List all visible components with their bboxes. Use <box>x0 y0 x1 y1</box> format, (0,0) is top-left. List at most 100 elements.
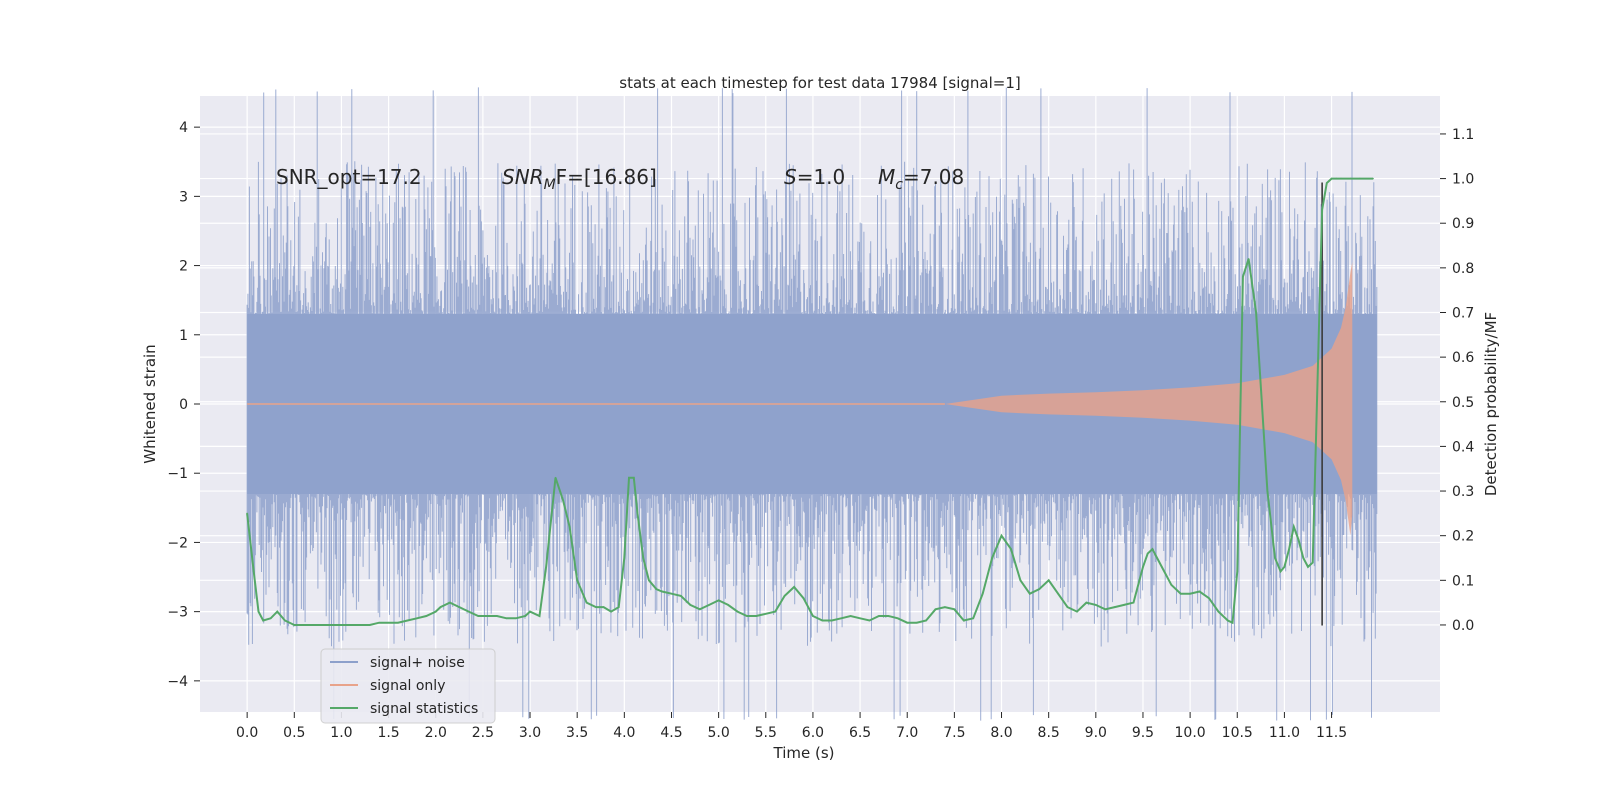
stat-point <box>915 621 918 624</box>
s-value: =1.0 <box>797 165 846 189</box>
x-tick-label: 4.5 <box>660 725 682 741</box>
stat-point <box>246 512 248 515</box>
s-symbol: S <box>784 165 797 189</box>
x-tick-label: 6.5 <box>849 725 871 741</box>
stat-point <box>633 476 635 479</box>
stat-point <box>1307 566 1309 568</box>
signal-only-series <box>247 262 1353 536</box>
x-tick-label: 0.5 <box>283 725 305 741</box>
legend-label-signal-statistics: signal statistics <box>370 701 478 717</box>
left-y-tick-label: −2 <box>167 535 188 551</box>
stat-point <box>1161 566 1163 568</box>
x-tick-label: 10.0 <box>1175 725 1206 741</box>
stat-point <box>576 579 578 582</box>
stat-point <box>1066 606 1069 608</box>
stat-point <box>425 615 428 617</box>
stat-point <box>906 621 908 624</box>
stat-point <box>1123 604 1125 606</box>
mc-symbol: M <box>878 165 895 189</box>
stat-point <box>1335 177 1338 180</box>
stat-point <box>812 615 814 617</box>
x-tick-label: 6.0 <box>802 725 824 741</box>
stat-point <box>991 557 993 559</box>
x-tick-label: 2.0 <box>425 725 447 741</box>
stat-point <box>293 624 296 626</box>
x-tick-label: 2.5 <box>472 725 494 741</box>
x-tick-label: 7.0 <box>896 725 918 741</box>
mc-value: =7.08 <box>903 165 964 189</box>
stat-point <box>524 615 527 617</box>
stat-point <box>727 604 729 606</box>
stat-point <box>636 512 639 515</box>
stat-point <box>1132 601 1135 604</box>
annotation-snr-mf: SNRMF=[16.86] <box>502 165 657 193</box>
signal-statistics-line <box>246 177 1373 626</box>
stat-point <box>699 608 701 611</box>
stat-point <box>1359 177 1361 180</box>
stat-point <box>545 566 547 568</box>
stat-point <box>397 621 399 624</box>
stat-point <box>1142 566 1144 568</box>
stat-point <box>1340 177 1342 180</box>
right-y-axis-label: Detection probability/MF <box>1482 312 1500 496</box>
x-tick-label: 8.0 <box>990 725 1012 741</box>
stat-point <box>416 617 418 620</box>
stat-point <box>387 621 390 624</box>
annotation-snr-opt: SNR_opt=17.2 <box>276 165 422 189</box>
stat-point <box>359 624 362 626</box>
left-y-axis-ticks: 4 3 2 1 0 −1 −2 −3 −4 <box>167 120 200 690</box>
annotation-s: S=1.0 <box>784 165 845 189</box>
stat-point <box>538 615 541 617</box>
stat-point <box>831 619 833 622</box>
right-y-tick-label: 1.0 <box>1452 172 1474 188</box>
stat-point <box>568 526 571 528</box>
stat-point <box>1283 566 1286 568</box>
stat-point <box>331 624 333 626</box>
stat-point <box>878 615 880 617</box>
left-y-tick-label: −1 <box>167 466 188 482</box>
right-y-tick-label: 0.1 <box>1452 573 1474 589</box>
stat-point <box>963 619 965 622</box>
stat-point <box>1146 552 1149 555</box>
stat-point <box>1038 588 1040 590</box>
stat-point <box>670 592 673 595</box>
stat-point <box>1057 592 1059 595</box>
left-y-tick-label: 4 <box>179 120 188 136</box>
stat-point <box>1113 606 1116 608</box>
x-axis-label: Time (s) <box>773 744 835 762</box>
annotation-mc: Mc=7.08 <box>878 165 964 193</box>
stat-point <box>434 610 437 613</box>
left-y-tick-label: 3 <box>179 189 188 205</box>
x-tick-label: 0.0 <box>236 725 258 741</box>
x-tick-label: 1.5 <box>377 725 399 741</box>
stat-point <box>467 610 470 613</box>
stat-point <box>981 592 984 595</box>
stat-point <box>1242 276 1244 278</box>
stat-point <box>648 579 650 582</box>
stat-point <box>1151 548 1154 550</box>
stat-point <box>755 615 758 617</box>
left-y-tick-label: −4 <box>167 674 188 690</box>
stat-point <box>1179 592 1182 595</box>
mc-subscript: c <box>895 177 903 193</box>
x-tick-label: 8.5 <box>1038 725 1060 741</box>
stat-point <box>849 615 852 617</box>
stat-point <box>368 624 371 626</box>
legend-box <box>320 648 496 724</box>
stat-point <box>953 608 956 611</box>
stat-point <box>623 557 626 559</box>
stat-point <box>887 615 890 617</box>
stat-point <box>840 617 842 620</box>
stat-point <box>269 617 272 620</box>
stat-point <box>925 619 927 622</box>
right-y-tick-label: 0.3 <box>1452 484 1474 500</box>
x-tick-label: 5.0 <box>707 725 729 741</box>
stat-point <box>1330 177 1333 180</box>
chirp-envelope <box>944 262 1353 536</box>
stat-point <box>774 610 776 613</box>
stat-point <box>505 617 508 620</box>
stat-point <box>897 617 899 620</box>
stat-point <box>689 604 692 606</box>
stat-point <box>661 590 663 593</box>
stat-point <box>439 606 442 608</box>
